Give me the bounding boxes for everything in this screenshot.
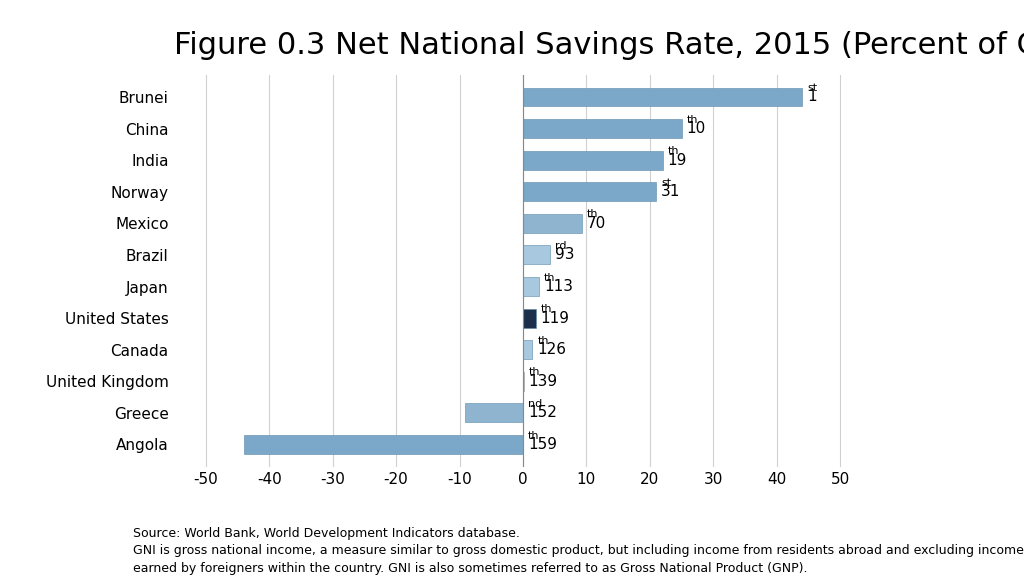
- Text: Figure 0.3 Net National Savings Rate, 2015 (Percent of GNI): Figure 0.3 Net National Savings Rate, 20…: [174, 31, 1024, 60]
- Bar: [523, 277, 539, 296]
- Text: st: st: [662, 178, 672, 188]
- Bar: [523, 151, 663, 170]
- Bar: [523, 182, 656, 201]
- Bar: [523, 340, 532, 359]
- Bar: [523, 119, 682, 138]
- Text: th: th: [541, 304, 552, 314]
- Bar: [523, 309, 536, 328]
- Text: 70: 70: [587, 216, 606, 231]
- Text: 10: 10: [687, 121, 706, 136]
- Text: 126: 126: [538, 342, 566, 357]
- Text: th: th: [528, 431, 540, 441]
- Text: th: th: [587, 210, 599, 219]
- Text: 139: 139: [528, 374, 558, 389]
- Text: earned by foreigners within the country. GNI is also sometimes referred to as Gr: earned by foreigners within the country.…: [133, 562, 808, 575]
- Text: 159: 159: [528, 437, 557, 452]
- Text: rd: rd: [555, 241, 566, 251]
- Text: th: th: [687, 115, 698, 125]
- Bar: [523, 214, 582, 233]
- Text: Source: World Bank, World Development Indicators database.: Source: World Bank, World Development In…: [133, 527, 520, 540]
- Text: th: th: [544, 272, 555, 283]
- Text: th: th: [538, 336, 549, 346]
- Text: 113: 113: [544, 279, 572, 294]
- Bar: [523, 372, 524, 391]
- Text: th: th: [528, 367, 541, 377]
- Text: st: st: [807, 83, 817, 93]
- Text: 152: 152: [528, 406, 557, 420]
- Text: 93: 93: [555, 248, 574, 263]
- Text: 19: 19: [668, 153, 687, 168]
- Text: 119: 119: [541, 310, 569, 325]
- Bar: [523, 245, 550, 264]
- Bar: [523, 88, 802, 107]
- Text: nd: nd: [528, 399, 543, 409]
- Bar: [244, 435, 523, 454]
- Text: th: th: [668, 146, 679, 156]
- Text: 1: 1: [807, 89, 817, 104]
- Text: GNI is gross national income, a measure similar to gross domestic product, but i: GNI is gross national income, a measure …: [133, 544, 1024, 558]
- Bar: [465, 403, 523, 422]
- Text: 31: 31: [662, 184, 681, 199]
